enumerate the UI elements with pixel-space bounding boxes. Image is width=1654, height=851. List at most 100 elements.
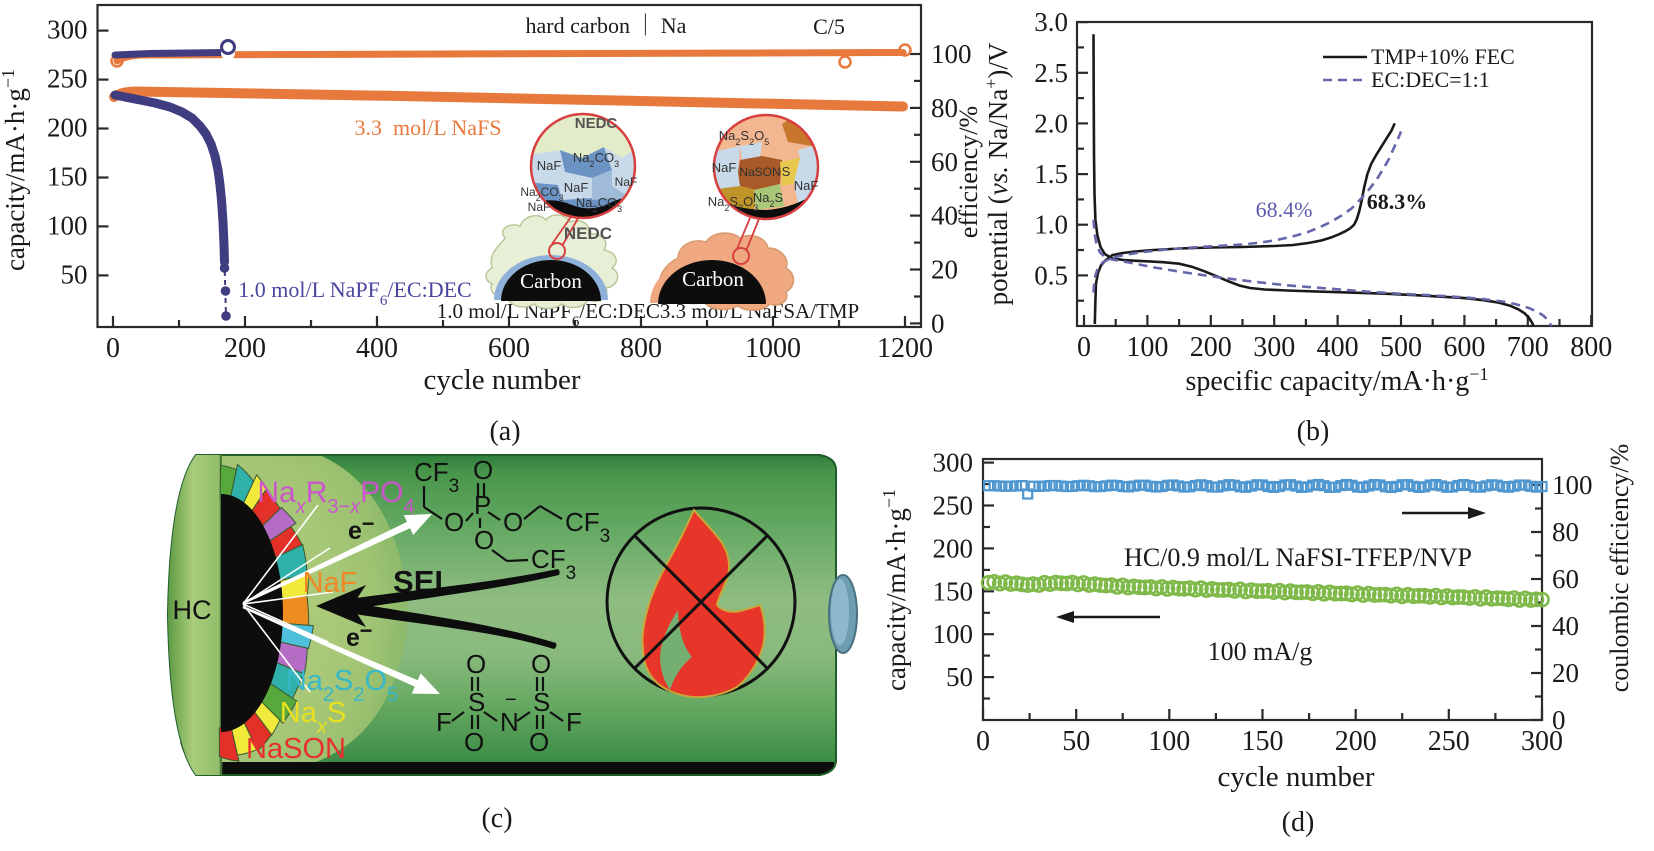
svg-text:potential (vs. Na/Na+)/V: potential (vs. Na/Na+)/V	[981, 42, 1013, 305]
svg-text:(c): (c)	[481, 803, 512, 834]
svg-text:F: F	[566, 707, 582, 737]
svg-text:O: O	[466, 649, 486, 679]
svg-text:0: 0	[931, 308, 945, 338]
svg-text:3.3 mol/L NaFS: 3.3 mol/L NaFS	[354, 115, 501, 140]
svg-text:cycle number: cycle number	[1217, 761, 1374, 793]
svg-text:NaF: NaF	[564, 180, 589, 195]
svg-text:−: −	[362, 511, 375, 536]
svg-text:HC/0.9 mol/L NaFSI-TFEP/NVP: HC/0.9 mol/L NaFSI-TFEP/NVP	[1124, 543, 1472, 572]
svg-text:HC: HC	[173, 595, 212, 625]
svg-text:1200: 1200	[877, 333, 933, 364]
svg-text:200: 200	[933, 533, 974, 563]
svg-text:TMP+10% FEC: TMP+10% FEC	[1371, 44, 1515, 69]
svg-text:hard carbon ｜ Na: hard carbon ｜ Na	[526, 13, 687, 38]
svg-text:Carbon: Carbon	[520, 269, 582, 293]
svg-text:F: F	[436, 707, 452, 737]
svg-text:100 mA/g: 100 mA/g	[1208, 637, 1313, 666]
svg-text:60: 60	[1552, 564, 1579, 594]
svg-text:(b): (b)	[1297, 416, 1330, 447]
svg-text:2.5: 2.5	[1034, 58, 1068, 88]
svg-text:efficiency/%: efficiency/%	[954, 106, 983, 238]
svg-text:C/5: C/5	[813, 14, 845, 39]
svg-text:O: O	[473, 455, 493, 485]
svg-text:600: 600	[1443, 332, 1485, 363]
svg-text:EC:DEC=1:1: EC:DEC=1:1	[1371, 67, 1490, 92]
svg-text:0: 0	[1077, 332, 1091, 363]
svg-text:300: 300	[1521, 726, 1563, 757]
svg-text:80: 80	[1552, 517, 1579, 547]
svg-text:50: 50	[61, 259, 88, 289]
svg-text:50: 50	[1062, 726, 1090, 757]
svg-text:S: S	[533, 687, 550, 717]
svg-text:50: 50	[946, 662, 973, 692]
svg-text:NaF: NaF	[537, 158, 562, 173]
svg-text:NaF: NaF	[528, 200, 551, 214]
svg-text:(d): (d)	[1282, 807, 1315, 838]
svg-text:O: O	[444, 507, 464, 537]
svg-text:0: 0	[976, 726, 990, 757]
svg-text:100: 100	[931, 39, 972, 69]
svg-text:O: O	[531, 649, 551, 679]
svg-text:20: 20	[931, 255, 958, 285]
svg-text:cycle number: cycle number	[423, 364, 580, 396]
svg-text:specific capacity/mA·h·g−1: specific capacity/mA·h·g−1	[1186, 364, 1489, 397]
svg-text:Na2S: Na2S	[753, 190, 784, 209]
svg-text:300: 300	[933, 448, 974, 478]
svg-text:Carbon: Carbon	[682, 267, 744, 291]
svg-text:300: 300	[1253, 332, 1295, 363]
svg-text:−: −	[505, 689, 517, 711]
svg-text:150: 150	[47, 162, 88, 192]
svg-text:2.0: 2.0	[1034, 108, 1068, 138]
svg-text:(a): (a)	[489, 416, 520, 447]
svg-text:100: 100	[1126, 332, 1168, 363]
svg-text:40: 40	[931, 201, 958, 231]
svg-text:NEDC: NEDC	[575, 115, 618, 132]
svg-text:20: 20	[1552, 658, 1579, 688]
svg-text:P: P	[474, 490, 491, 520]
svg-text:400: 400	[1317, 332, 1359, 363]
svg-text:capacity/mA·h·g−1: capacity/mA·h·g−1	[879, 489, 911, 691]
svg-text:0.5: 0.5	[1034, 260, 1068, 290]
svg-text:250: 250	[933, 491, 974, 521]
svg-text:300: 300	[47, 15, 88, 45]
svg-text:Na2S2O3: Na2S2O3	[708, 194, 758, 213]
svg-text:O: O	[529, 727, 549, 757]
svg-text:NaSON: NaSON	[739, 165, 780, 179]
svg-text:200: 200	[47, 113, 88, 143]
svg-text:100: 100	[47, 210, 88, 240]
svg-text:e: e	[348, 517, 362, 545]
svg-text:coulombic efficiency/%: coulombic efficiency/%	[1605, 444, 1634, 693]
svg-text:NaF: NaF	[712, 160, 737, 175]
svg-text:200: 200	[1335, 726, 1377, 757]
svg-text:3.0: 3.0	[1034, 7, 1068, 37]
svg-text:1.5: 1.5	[1034, 159, 1068, 189]
svg-text:700: 700	[1507, 332, 1549, 363]
svg-text:N: N	[500, 707, 519, 737]
svg-text:68.3%: 68.3%	[1367, 189, 1428, 214]
svg-text:Na2CO3: Na2CO3	[576, 195, 622, 214]
svg-text:Na2S2O5: Na2S2O5	[719, 128, 769, 147]
svg-text:200: 200	[1190, 332, 1232, 363]
svg-text:1.0: 1.0	[1034, 210, 1068, 240]
svg-text:68.4%: 68.4%	[1256, 197, 1313, 222]
svg-text:100: 100	[933, 619, 974, 649]
svg-text:800: 800	[1570, 332, 1612, 363]
svg-text:150: 150	[933, 576, 974, 606]
svg-text:40: 40	[1552, 611, 1579, 641]
svg-text:100: 100	[1148, 726, 1190, 757]
svg-text:S: S	[782, 164, 791, 179]
svg-text:400: 400	[356, 333, 398, 364]
svg-text:250: 250	[1428, 726, 1470, 757]
svg-text:S: S	[468, 687, 485, 717]
svg-text:O: O	[474, 525, 494, 555]
svg-text:NEDC: NEDC	[564, 224, 612, 243]
svg-text:0: 0	[1552, 705, 1566, 735]
svg-text:100: 100	[1552, 470, 1593, 500]
svg-text:80: 80	[931, 93, 958, 123]
svg-text:O: O	[503, 507, 523, 537]
svg-text:O: O	[464, 727, 484, 757]
svg-text:capacity/mA·h·g−1: capacity/mA·h·g−1	[0, 69, 30, 271]
svg-text:1000: 1000	[745, 333, 801, 364]
svg-text:NaF: NaF	[615, 175, 638, 189]
svg-text:Na2CO3: Na2CO3	[573, 150, 619, 169]
